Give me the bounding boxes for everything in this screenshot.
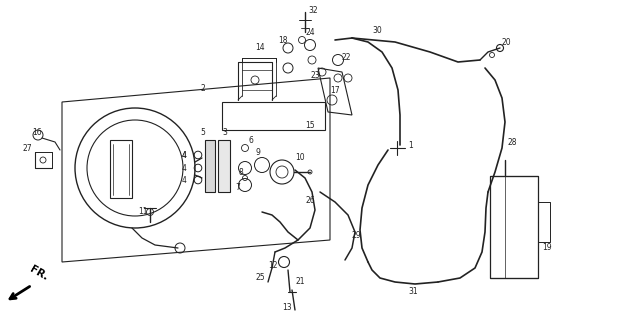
Text: 11: 11: [138, 207, 147, 217]
Text: 14: 14: [255, 44, 265, 52]
Text: 10: 10: [295, 154, 304, 163]
Text: 4: 4: [182, 164, 187, 172]
Text: 20: 20: [502, 37, 511, 46]
Text: 24: 24: [305, 28, 315, 36]
Text: 4: 4: [182, 175, 187, 185]
Text: 22: 22: [342, 53, 351, 62]
Text: 5: 5: [200, 127, 205, 137]
Text: 17: 17: [330, 85, 340, 94]
Text: 13: 13: [282, 303, 292, 313]
Text: 6: 6: [248, 135, 253, 145]
Bar: [205, 140, 215, 192]
Text: 1: 1: [408, 140, 413, 149]
Text: 16: 16: [32, 127, 42, 137]
Text: 31: 31: [408, 287, 418, 297]
Text: FR.: FR.: [28, 264, 50, 282]
Text: 32: 32: [308, 5, 318, 14]
Text: 9: 9: [255, 148, 260, 156]
Text: 4: 4: [182, 150, 187, 159]
Text: 18: 18: [278, 36, 287, 44]
Text: 2: 2: [200, 84, 204, 92]
Text: 4: 4: [182, 150, 187, 159]
Text: 25: 25: [255, 274, 265, 283]
Text: 8: 8: [238, 167, 242, 177]
Text: 27: 27: [22, 143, 32, 153]
Text: 28: 28: [508, 138, 518, 147]
Text: 19: 19: [542, 244, 551, 252]
Bar: [218, 140, 230, 192]
Text: 7: 7: [235, 183, 240, 193]
Text: 29: 29: [352, 230, 361, 239]
Text: 30: 30: [372, 26, 382, 35]
Text: 15: 15: [305, 121, 315, 130]
Bar: [490, 176, 538, 278]
Text: 12: 12: [268, 260, 277, 269]
Text: 26: 26: [305, 196, 315, 204]
Bar: [110, 140, 132, 198]
Text: 3: 3: [222, 127, 227, 137]
Text: 21: 21: [295, 277, 304, 286]
Text: 23: 23: [310, 70, 320, 79]
